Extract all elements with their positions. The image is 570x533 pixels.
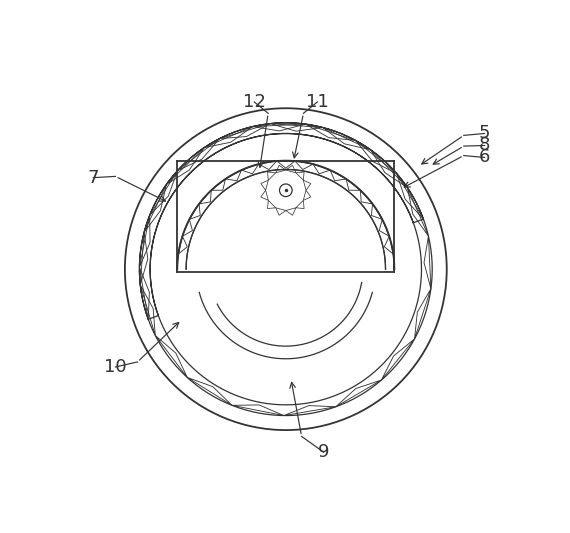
Text: 10: 10 [104,358,127,376]
Text: 7: 7 [88,168,99,187]
Text: 5: 5 [479,125,490,142]
Text: 6: 6 [479,149,490,166]
Text: 11: 11 [306,93,329,111]
Text: 9: 9 [318,443,329,461]
Text: 12: 12 [243,93,266,111]
Text: 8: 8 [479,136,490,155]
